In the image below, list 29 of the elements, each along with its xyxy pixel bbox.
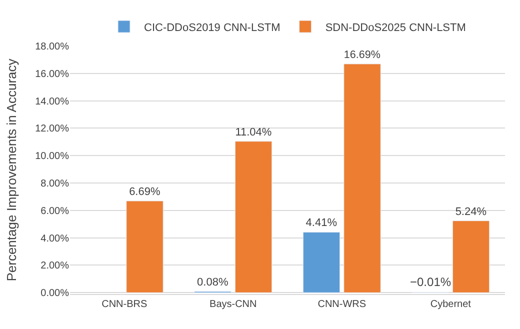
legend-label: CIC-DDoS2019 CNN-LSTM <box>144 22 280 34</box>
x-tick-label: CNN-WRS <box>318 299 366 310</box>
y-tick-label: 16.00% <box>35 68 70 80</box>
y-tick-label: 6.00% <box>40 206 70 217</box>
data-label: 16.69% <box>344 49 381 62</box>
x-tick-label: Cybernet <box>430 299 472 310</box>
data-label: 11.04% <box>235 126 272 138</box>
y-tick-label: 10.00% <box>35 151 70 162</box>
bar <box>452 220 490 293</box>
data-label: 4.41% <box>306 217 338 230</box>
x-tick-label: Bays-CNN <box>210 299 257 310</box>
y-tick-label: 18.00% <box>35 42 70 52</box>
bar <box>302 232 340 293</box>
data-label: 6.69% <box>129 186 160 198</box>
y-tick-label: 12.00% <box>35 124 70 135</box>
y-tick-label: 0.00% <box>40 288 70 300</box>
y-tick-label: 8.00% <box>40 178 70 190</box>
data-label: 0.08% <box>197 276 228 289</box>
bar <box>126 200 164 293</box>
y-tick-label: 2.00% <box>40 260 70 272</box>
bar <box>234 141 272 293</box>
data-label: −0.01% <box>410 275 452 289</box>
y-tick-label: 14.00% <box>35 96 70 108</box>
y-axis-title: Percentage Improvements in Accuracy <box>4 58 20 282</box>
x-tick-label: CNN-BRS <box>102 299 148 310</box>
y-tick-label: 4.00% <box>40 233 70 244</box>
bar <box>344 64 381 293</box>
legend-label: SDN-DDoS2025 CNN-LSTM <box>325 22 466 34</box>
data-label: 5.24% <box>455 206 487 218</box>
